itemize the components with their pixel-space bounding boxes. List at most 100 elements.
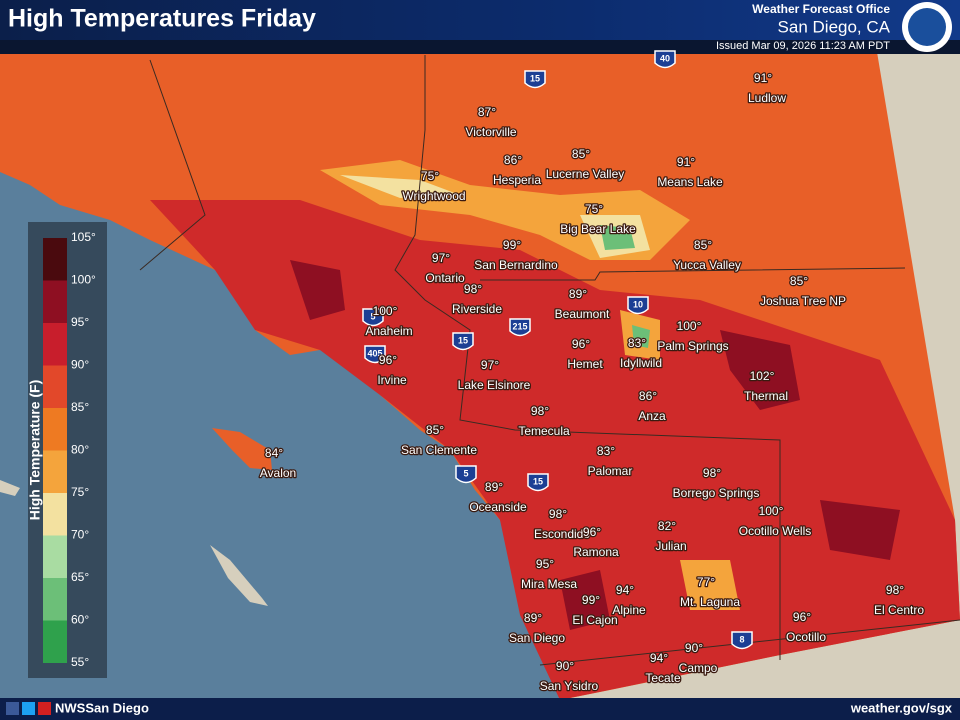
website[interactable]: weather.gov/sgx: [850, 700, 953, 715]
city: 94° Alpine: [611, 582, 647, 619]
city-name: Thermal: [744, 389, 788, 403]
highway-number: 215: [512, 321, 527, 331]
city-temp: 100°: [759, 504, 784, 518]
city-name: Riverside: [452, 302, 502, 316]
city-name: Alpine: [612, 603, 646, 617]
city-name: San Ysidro: [540, 679, 599, 693]
city-name: Mira Mesa: [521, 577, 577, 591]
legend: High Temperature (F) 105° 100° 95° 90° 85° 80…: [27, 222, 107, 678]
city: 75° Big Bear Lake: [559, 201, 637, 238]
legend-tick-label: 85°: [71, 400, 89, 414]
city: 85° San Clemente: [400, 422, 479, 459]
city-name: Victorville: [465, 125, 516, 139]
highway-number: 405: [367, 348, 382, 358]
office: Weather Forecast Office: [752, 2, 890, 16]
city-temp: 75°: [421, 169, 439, 183]
shield: [627, 296, 649, 315]
city-temp: 90°: [556, 659, 574, 673]
location: San Diego, CA: [778, 17, 891, 36]
city: 99° El Cajon: [571, 592, 619, 629]
facebook-icon[interactable]: [6, 702, 19, 715]
city-name: Lucerne Valley: [546, 167, 625, 181]
city-name: Ocotillo: [786, 630, 826, 644]
city-name: Idyllwild: [620, 356, 662, 370]
city-temp: 86°: [639, 389, 657, 403]
city-temp: 89°: [569, 287, 587, 301]
legend-swatch: [43, 620, 67, 663]
city-temp: 96°: [793, 610, 811, 624]
city-temp: 85°: [694, 238, 712, 252]
youtube-icon[interactable]: [38, 702, 51, 715]
city: 99° San Bernardino: [473, 237, 559, 274]
city: 89° Oceanside: [468, 479, 528, 516]
city-name: Mt. Laguna: [680, 595, 740, 609]
san-clemente-island: [210, 545, 268, 606]
legend-tick-label: 80°: [71, 443, 89, 457]
city: 98° Temecula: [517, 403, 571, 440]
highway-number: 8: [739, 634, 744, 644]
city-name: Joshua Tree NP: [760, 294, 846, 308]
city-temp: 85°: [790, 274, 808, 288]
city-name: Anaheim: [365, 324, 412, 338]
legend-swatch: [43, 493, 67, 536]
city: 90° San Ysidro: [538, 658, 599, 695]
city-temp: 95°: [536, 557, 554, 571]
city: 85° Joshua Tree NP: [759, 273, 848, 310]
city-name: Temecula: [518, 424, 570, 438]
legend-tick-label: 55°: [71, 655, 89, 669]
highway-shield: 405: [364, 345, 386, 364]
highway-number: 5: [463, 468, 468, 478]
highway-number: 15: [458, 335, 468, 345]
twitter-icon[interactable]: [22, 702, 35, 715]
city: 83° Idyllwild: [619, 335, 664, 372]
city: 97° Ontario: [424, 250, 466, 287]
nws-logo-inner: [908, 8, 946, 46]
shield: [654, 50, 676, 69]
city-temp: 91°: [754, 71, 772, 85]
city-temp: 96°: [572, 337, 590, 351]
city: 89° San Diego: [508, 610, 567, 647]
city: 98° Escondido: [533, 506, 592, 543]
footer-bar: [0, 698, 960, 720]
legend-swatch: [43, 238, 67, 281]
highway-shield: 5: [455, 465, 477, 484]
shield: [509, 318, 531, 337]
legend-tick-label: 95°: [71, 315, 89, 329]
hottest-zone: [290, 260, 900, 630]
city-temp: 98°: [531, 404, 549, 418]
city: 96° Ocotillo: [785, 609, 828, 646]
city: 96° Irvine: [376, 352, 408, 389]
city-name: Hemet: [567, 357, 603, 371]
legend-title: High Temperature (F): [27, 380, 43, 521]
city: 100° Palm Springs: [656, 318, 730, 355]
legend-swatch: [43, 408, 67, 451]
highway-shield: 5: [362, 308, 384, 327]
city: 91° Means Lake: [656, 154, 724, 191]
city-temp: 83°: [597, 444, 615, 458]
city-name: Anza: [638, 409, 666, 423]
city-name: Escondido: [534, 527, 590, 541]
legend-tick-label: 70°: [71, 528, 89, 542]
city-name: Means Lake: [657, 175, 723, 189]
city-temp: 99°: [582, 593, 600, 607]
social-handle[interactable]: NWSSan Diego: [55, 700, 149, 715]
shield: [364, 345, 386, 364]
city: 87° Victorville: [464, 104, 518, 141]
city-temp: 98°: [886, 583, 904, 597]
city-name: Ramona: [573, 545, 619, 559]
header-bar: [0, 0, 960, 40]
legend-swatch: [43, 578, 67, 621]
city: 95° Mira Mesa: [520, 556, 579, 593]
highway-shield: 40: [654, 50, 676, 69]
city: 98° El Centro: [873, 582, 926, 619]
highway-number: 10: [633, 299, 643, 309]
highway-shield: 15: [527, 473, 549, 492]
city: 98° Riverside: [451, 281, 504, 318]
city-name: Julian: [655, 539, 686, 553]
city: 94° Tecate: [644, 650, 682, 687]
city: 96° Ramona: [572, 524, 620, 561]
city-name: Avalon: [260, 466, 296, 480]
city-name: Irvine: [377, 373, 407, 387]
